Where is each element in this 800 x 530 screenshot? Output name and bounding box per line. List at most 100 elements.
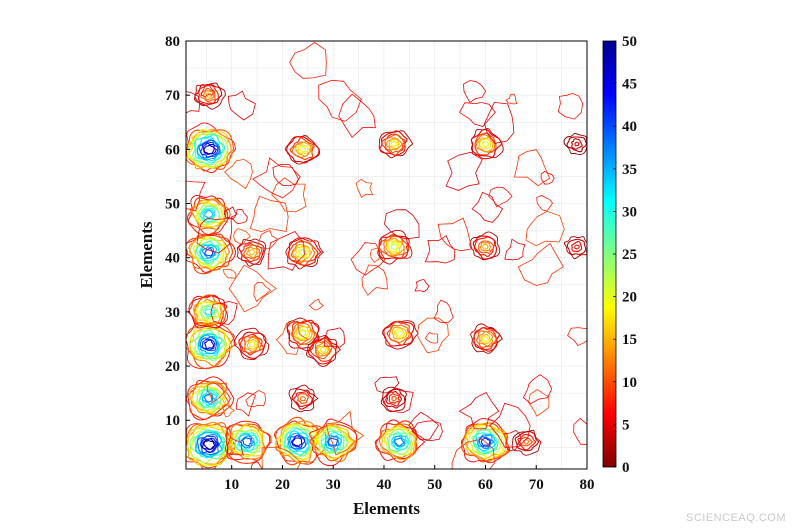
- contour-line: [573, 417, 587, 445]
- x-tick-label: 10: [224, 477, 239, 493]
- contour-line: [474, 236, 497, 257]
- contour-line: [290, 435, 306, 448]
- x-tick-label: 60: [478, 477, 493, 493]
- contour-line: [243, 244, 261, 260]
- contour-line: [191, 198, 227, 229]
- contour-line: [470, 128, 503, 160]
- colorbar-tick-label: 10: [622, 375, 637, 391]
- x-axis: 10 20 30 40 50 60 70 80: [224, 465, 595, 493]
- contour-line: [197, 333, 220, 355]
- contour-line: [476, 330, 497, 348]
- contour-line: [424, 332, 439, 344]
- contour-line: [393, 435, 406, 448]
- plot-grid: [186, 41, 587, 469]
- x-tick-label: 50: [427, 477, 442, 493]
- contour-line: [513, 149, 551, 187]
- contour-line: [274, 423, 319, 460]
- y-tick-label: 30: [165, 305, 180, 321]
- contour-line: [464, 424, 505, 459]
- contour-line: [199, 435, 220, 454]
- contour-line: [379, 130, 408, 156]
- contour-line: [250, 461, 262, 469]
- contour-line: [517, 434, 537, 451]
- y-tick-label: 10: [165, 413, 180, 429]
- contour-line: [233, 327, 270, 361]
- contour-line: [246, 339, 258, 350]
- contour-line: [290, 322, 315, 346]
- contour-line: [242, 437, 252, 447]
- contour-line: [295, 141, 312, 157]
- contour-line: [291, 388, 315, 410]
- contour-line: [289, 434, 307, 450]
- contour-line: [480, 333, 492, 345]
- y-tick-label: 60: [165, 142, 180, 158]
- contour-line: [338, 93, 376, 139]
- colorbar-tick-label: 25: [622, 247, 637, 263]
- contour-line: [540, 170, 555, 185]
- contour-line: [210, 300, 238, 325]
- contour-line: [204, 308, 214, 316]
- contour-line: [511, 429, 542, 456]
- contour-line: [239, 435, 255, 449]
- contour-line: [378, 130, 414, 159]
- contour-line: [186, 322, 235, 369]
- contour-line: [320, 428, 348, 454]
- contour-line: [189, 380, 227, 415]
- contour-line: [374, 376, 400, 394]
- contour-line: [289, 137, 315, 160]
- contour-line: [204, 247, 214, 257]
- contour-line: [383, 425, 415, 456]
- contour-line: [437, 217, 473, 252]
- colorbar-tick-label: 50: [622, 34, 637, 50]
- contour-line: [479, 241, 492, 252]
- contour-line: [390, 140, 398, 148]
- contour-line: [299, 145, 307, 153]
- contour-line: [194, 301, 224, 324]
- contour-line: [202, 208, 215, 220]
- contour-line: [309, 337, 337, 362]
- contour-line: [222, 268, 237, 279]
- contour-line: [316, 426, 351, 454]
- contour-line: [202, 246, 215, 259]
- contour-line: [257, 229, 279, 250]
- contour-line: [471, 191, 504, 223]
- contour-line: [522, 439, 530, 445]
- contour-line: [388, 324, 410, 343]
- contour-line: [383, 387, 414, 414]
- contour-line: [388, 138, 400, 150]
- contour-line: [408, 411, 440, 441]
- y-tick-label: 50: [165, 197, 180, 213]
- y-axis: 10 20 30 40 50 60 70 80: [165, 34, 190, 429]
- contour-line: [187, 195, 229, 235]
- contour-line: [388, 393, 400, 404]
- contour-line: [525, 210, 565, 247]
- contour-line: [201, 437, 219, 453]
- contour-line: [197, 84, 219, 104]
- contour-line: [197, 334, 219, 355]
- contour-line: [433, 299, 454, 324]
- contour-line: [570, 138, 583, 150]
- x-tick-label: 30: [326, 477, 341, 493]
- contour-line: [224, 423, 272, 464]
- contour-line: [519, 436, 534, 447]
- x-tick-label: 20: [275, 477, 290, 493]
- contour-line: [445, 151, 483, 191]
- colorbar-tick-label: 30: [622, 204, 637, 220]
- contour-line: [563, 132, 587, 155]
- colorbar-tick-label: 0: [622, 460, 630, 476]
- contour-line: [200, 244, 218, 260]
- contour-line: [245, 389, 267, 408]
- contour-line: [200, 304, 218, 319]
- contour-line: [275, 320, 309, 355]
- contour-line: [224, 158, 253, 190]
- contour-line: [424, 235, 456, 264]
- contour-line: [252, 157, 299, 199]
- contour-line: [246, 246, 258, 259]
- contour-line: [318, 79, 362, 122]
- contour-line: [261, 446, 302, 469]
- y-tick-label: 40: [165, 251, 180, 267]
- contour-line: [394, 437, 405, 447]
- contour-line: [385, 390, 403, 407]
- contour-line: [278, 423, 318, 461]
- contour-line: [473, 327, 498, 351]
